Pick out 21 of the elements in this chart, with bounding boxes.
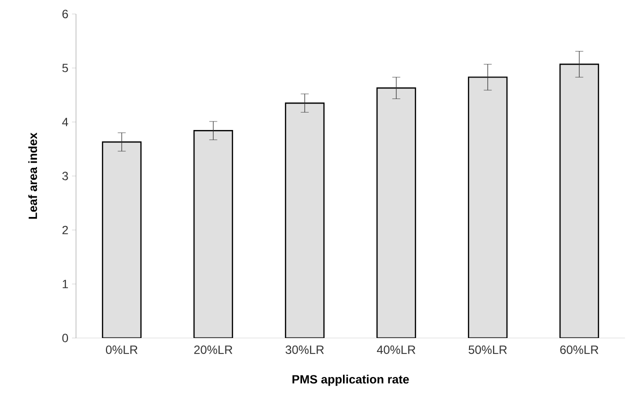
bar <box>376 87 416 338</box>
bar <box>468 76 508 338</box>
x-tick-label: 40%LR <box>376 346 416 354</box>
bar <box>284 102 325 338</box>
y-tick-label: 3 <box>62 172 68 180</box>
x-tick-label: 60%LR <box>560 346 598 354</box>
bar <box>559 64 600 338</box>
bar <box>102 141 142 338</box>
x-tick-label: 20%LR <box>194 346 232 354</box>
y-tick-label: 2 <box>62 226 68 234</box>
x-tick-label: 0%LR <box>106 346 138 354</box>
bar <box>193 130 234 338</box>
x-tick-label: 50%LR <box>468 346 507 354</box>
y-tick-label: 4 <box>62 118 68 126</box>
y-tick-label: 6 <box>62 10 68 18</box>
y-tick-label: 0 <box>62 334 68 342</box>
y-axis-title: Leaf area index <box>28 132 38 219</box>
x-tick-label: 30%LR <box>286 346 324 354</box>
y-tick-label: 5 <box>62 64 68 72</box>
x-axis-title: PMS application rate <box>292 374 409 386</box>
y-tick-label: 1 <box>62 280 68 288</box>
